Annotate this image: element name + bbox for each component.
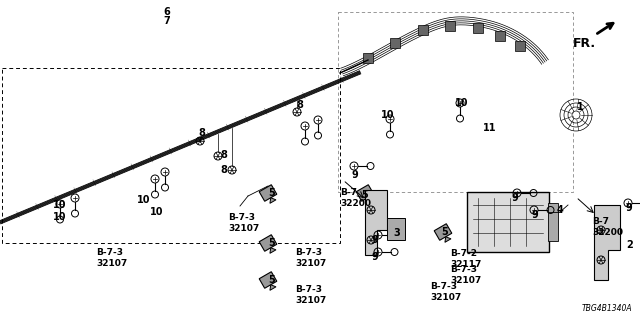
FancyBboxPatch shape — [467, 192, 549, 252]
Text: 9: 9 — [351, 170, 358, 180]
Text: 10: 10 — [455, 98, 468, 108]
Bar — [515, 41, 525, 51]
Text: B-7-2
32117: B-7-2 32117 — [450, 249, 481, 269]
Bar — [387, 218, 405, 240]
Text: 1: 1 — [577, 102, 584, 112]
Bar — [390, 38, 400, 48]
Text: 10: 10 — [53, 212, 67, 222]
Bar — [473, 23, 483, 33]
Text: 5: 5 — [269, 238, 275, 248]
Polygon shape — [594, 205, 620, 280]
Polygon shape — [367, 198, 373, 203]
Text: 9: 9 — [372, 235, 378, 245]
Bar — [548, 203, 558, 241]
Polygon shape — [270, 248, 276, 253]
Text: B-7-3
32107: B-7-3 32107 — [450, 265, 481, 285]
Text: 6: 6 — [164, 7, 170, 17]
Polygon shape — [434, 224, 452, 240]
Text: B-7-3
32107: B-7-3 32107 — [96, 248, 127, 268]
Text: 5: 5 — [362, 190, 369, 200]
Bar — [418, 25, 428, 35]
Text: 9: 9 — [511, 193, 518, 203]
Text: B-7
32200: B-7 32200 — [592, 217, 623, 237]
Text: 8: 8 — [296, 100, 303, 110]
Text: 4: 4 — [557, 205, 563, 215]
Polygon shape — [445, 237, 451, 242]
Text: 10: 10 — [381, 110, 395, 120]
Text: 9: 9 — [372, 252, 378, 262]
Text: B-7-3
32107: B-7-3 32107 — [430, 282, 461, 302]
Text: 9: 9 — [626, 203, 632, 213]
Text: 11: 11 — [483, 123, 497, 133]
Text: 10: 10 — [53, 200, 67, 210]
Polygon shape — [356, 185, 374, 201]
Text: 7: 7 — [164, 16, 170, 26]
Polygon shape — [259, 235, 277, 251]
Polygon shape — [365, 190, 387, 255]
Bar — [338, 12, 573, 192]
Text: 8: 8 — [221, 165, 227, 175]
Bar — [495, 31, 505, 41]
Bar — [363, 53, 373, 63]
Text: B-7-3
32107: B-7-3 32107 — [295, 285, 326, 305]
Bar — [2, 68, 340, 243]
Polygon shape — [270, 198, 276, 203]
Text: 2: 2 — [627, 240, 634, 250]
Text: B-7-3
32107: B-7-3 32107 — [228, 213, 259, 233]
Text: 8: 8 — [221, 150, 227, 160]
Text: 3: 3 — [394, 228, 401, 238]
Polygon shape — [259, 185, 277, 201]
Text: 5: 5 — [442, 227, 449, 237]
Bar — [445, 21, 455, 31]
Text: TBG4B1340A: TBG4B1340A — [581, 304, 632, 313]
Text: 9: 9 — [532, 210, 538, 220]
Text: B-7
32200: B-7 32200 — [340, 188, 371, 208]
Text: 10: 10 — [137, 195, 151, 205]
Text: B-7-3
32107: B-7-3 32107 — [295, 248, 326, 268]
Polygon shape — [259, 272, 277, 288]
Text: FR.: FR. — [573, 37, 596, 50]
Polygon shape — [270, 285, 276, 290]
Text: 5: 5 — [269, 275, 275, 285]
Text: 8: 8 — [198, 128, 205, 138]
Text: 5: 5 — [269, 188, 275, 198]
Text: 10: 10 — [150, 207, 164, 217]
